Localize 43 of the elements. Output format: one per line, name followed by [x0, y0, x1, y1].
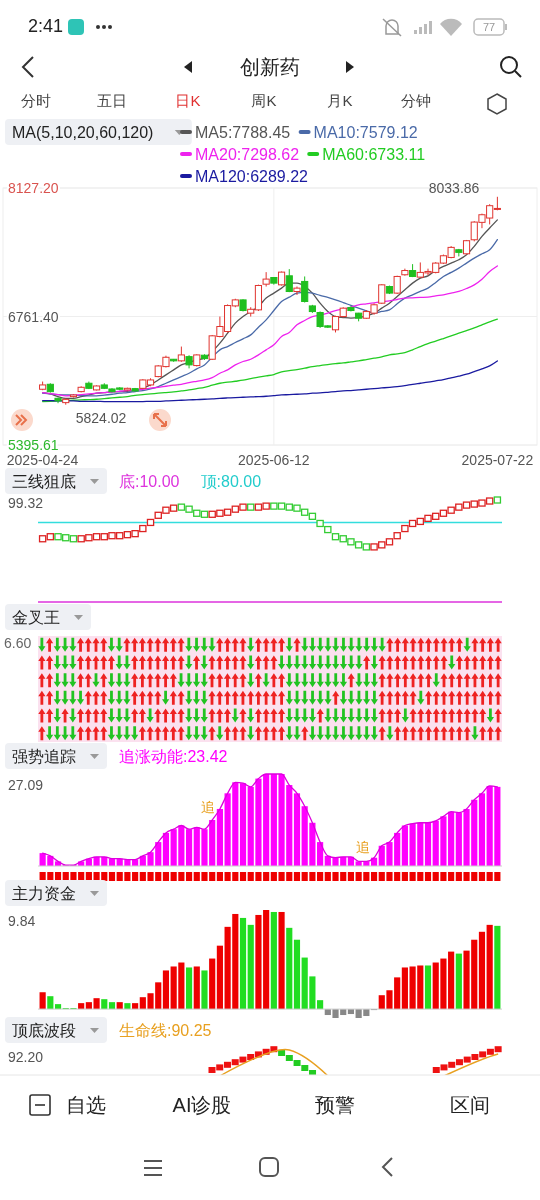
- legend-label: MA5:7788.45: [195, 124, 291, 141]
- y-tick-label: 6761.40: [8, 308, 59, 325]
- legend-label: MA20:7298.62: [195, 146, 300, 163]
- legend-label: MA10:7579.12: [313, 124, 418, 141]
- text: 顶:80.00: [200, 473, 262, 490]
- text: 分时: [21, 92, 51, 109]
- text: 周K: [251, 92, 277, 109]
- chart-title: 主力资金: [12, 885, 76, 902]
- legend-title: MA(5,10,20,60,120): [12, 124, 154, 141]
- x-tick-label: 2025-07-22: [461, 452, 534, 468]
- text: 顶底波段: [12, 1022, 76, 1039]
- text: 2:41: [28, 16, 64, 36]
- y-tick-label: 8127.20: [8, 180, 59, 196]
- annotation: 8033.86: [428, 179, 480, 196]
- x-tick-label: 2025-04-24: [6, 452, 79, 468]
- text: 6.60: [4, 635, 32, 651]
- text: 77: [482, 21, 496, 33]
- chart-title: 强势追踪: [12, 748, 76, 765]
- text: 区间: [450, 1094, 490, 1116]
- text: 底:10.00: [119, 473, 180, 490]
- series-label: 追涨动能:23.42: [119, 748, 228, 765]
- text: 金叉王: [12, 609, 60, 626]
- legend-label: MA120:6289.22: [195, 168, 309, 185]
- legend-label: MA60:6733.11: [322, 146, 426, 163]
- x-tick-label: 2025-06-12: [238, 452, 310, 468]
- text: 创新药: [240, 56, 300, 78]
- text: 分钟: [401, 92, 431, 109]
- text: 92.20: [8, 1049, 44, 1065]
- annotation: 5824.02: [75, 409, 127, 426]
- text: 日K: [175, 92, 201, 109]
- text: 9.84: [8, 913, 36, 929]
- text: 五日: [97, 92, 127, 109]
- annotation: 追: [355, 839, 370, 855]
- annotation: 99.32: [8, 495, 44, 511]
- text: 月K: [327, 92, 353, 109]
- text: 自选: [66, 1094, 106, 1116]
- chart-title: 三线狙底: [12, 473, 76, 490]
- y-tick-label: 5395.61: [8, 437, 59, 453]
- text: 生命线:90.25: [119, 1022, 212, 1039]
- text: 预警: [315, 1094, 355, 1116]
- annotation: 27.09: [8, 777, 44, 793]
- text: AI诊股: [172, 1094, 232, 1116]
- annotation: 追: [201, 799, 216, 815]
